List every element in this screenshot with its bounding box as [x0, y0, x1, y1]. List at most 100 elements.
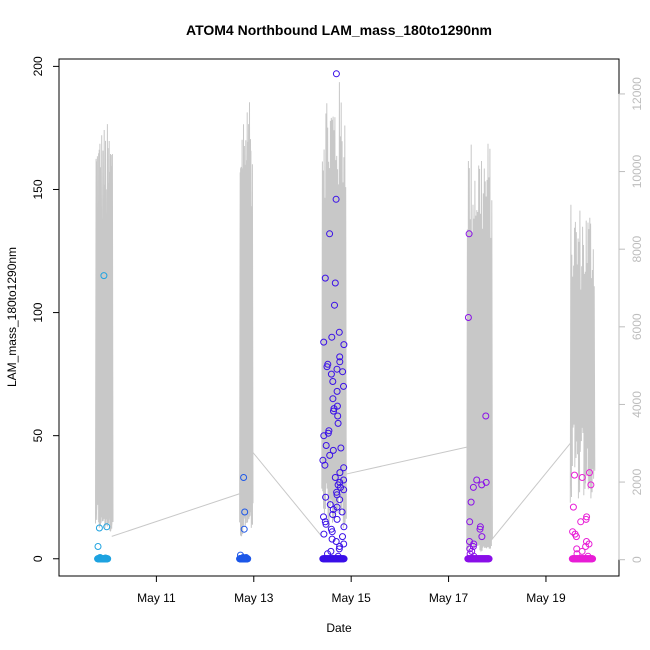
data-point	[333, 365, 341, 373]
data-point	[340, 341, 348, 349]
data-point	[328, 528, 336, 536]
data-point	[572, 533, 580, 541]
data-point	[336, 496, 344, 504]
line-connector	[490, 442, 571, 541]
data-point	[332, 538, 340, 545]
data-point	[469, 543, 477, 550]
data-point	[334, 419, 342, 427]
data-point	[478, 533, 486, 541]
data-point	[335, 328, 343, 336]
data-point	[571, 471, 578, 479]
data-point	[470, 552, 478, 560]
data-point	[331, 301, 338, 309]
x-axis-label: Date	[326, 621, 352, 635]
y2-tick-label: 10000	[630, 155, 644, 189]
data-point	[578, 474, 586, 481]
data-point	[329, 378, 337, 385]
data-point	[485, 555, 493, 563]
data-point	[582, 543, 590, 550]
data-point	[466, 518, 474, 526]
y2-tick-label: 4000	[630, 391, 644, 418]
line-burst	[95, 124, 114, 532]
y2-tick-label: 0	[630, 556, 644, 563]
y-axis-label: LAM_mass_180to1290nm	[5, 247, 19, 387]
data-point	[336, 469, 344, 477]
data-point	[340, 523, 348, 531]
data-point	[321, 461, 329, 469]
data-point	[330, 407, 337, 415]
data-point	[334, 552, 342, 560]
line-burst	[321, 82, 347, 529]
data-point	[240, 474, 248, 481]
data-point	[333, 387, 341, 395]
data-point	[340, 486, 348, 494]
x-tick-label: May 15	[331, 591, 371, 605]
data-point	[331, 474, 339, 481]
data-point	[337, 444, 345, 452]
data-point	[338, 508, 346, 516]
data-point	[102, 554, 109, 562]
data-point	[240, 525, 248, 533]
data-point	[320, 513, 327, 521]
y2-tick-label: 8000	[630, 236, 644, 263]
data-point	[96, 554, 104, 561]
data-point	[569, 503, 577, 511]
data-point	[583, 513, 591, 521]
data-point	[327, 370, 335, 378]
data-point	[322, 520, 330, 528]
data-point	[587, 481, 595, 489]
line-connector	[344, 446, 467, 475]
data-point	[332, 195, 340, 203]
data-point	[333, 503, 341, 511]
x-tick-label: May 19	[526, 591, 566, 605]
data-point	[332, 70, 340, 78]
line-burst	[239, 102, 254, 537]
data-point	[329, 511, 337, 518]
data-point	[470, 540, 478, 548]
data-point	[329, 446, 337, 454]
data-point	[333, 488, 341, 496]
data-point	[239, 554, 247, 561]
data-point	[573, 550, 581, 558]
data-point	[244, 555, 252, 563]
data-point	[340, 382, 347, 390]
data-point	[322, 493, 330, 501]
data-point	[94, 543, 102, 550]
chart-title: ATOM4 Northbound LAM_mass_180to1290nm	[186, 22, 492, 38]
y-axis-left: 0 50 100 150 200	[31, 56, 59, 562]
y-tick-label: 0	[31, 555, 45, 562]
data-point	[328, 333, 336, 341]
data-point	[320, 432, 328, 440]
data-point	[478, 481, 486, 489]
data-point	[469, 483, 477, 491]
data-point	[331, 279, 339, 287]
y-tick-label: 200	[31, 56, 45, 76]
data-point	[326, 230, 334, 238]
x-tick-label: May 11	[137, 591, 176, 605]
x-axis: May 11 May 13 May 15 May 17 May 19	[137, 576, 566, 605]
data-point	[242, 554, 250, 561]
data-point	[103, 523, 111, 531]
series-line-layer	[95, 82, 596, 552]
data-point	[321, 274, 329, 282]
data-point	[476, 523, 484, 531]
data-point	[340, 555, 348, 563]
y2-tick-label: 6000	[630, 313, 644, 340]
data-point	[333, 515, 341, 523]
data-point	[467, 498, 475, 506]
data-point	[339, 368, 347, 376]
data-point	[464, 314, 472, 321]
data-point	[334, 412, 342, 420]
data-point	[465, 230, 473, 238]
data-point	[100, 272, 108, 280]
x-tick-label: May 17	[429, 591, 469, 605]
y-tick-label: 150	[31, 179, 45, 199]
data-point	[476, 525, 484, 533]
y-axis-right: 0 2000 4000 6000 8000 10000 12000	[618, 77, 644, 563]
data-point	[336, 353, 344, 361]
data-point	[326, 451, 334, 459]
data-point	[336, 543, 344, 550]
data-point	[95, 524, 103, 532]
data-point	[323, 363, 331, 371]
